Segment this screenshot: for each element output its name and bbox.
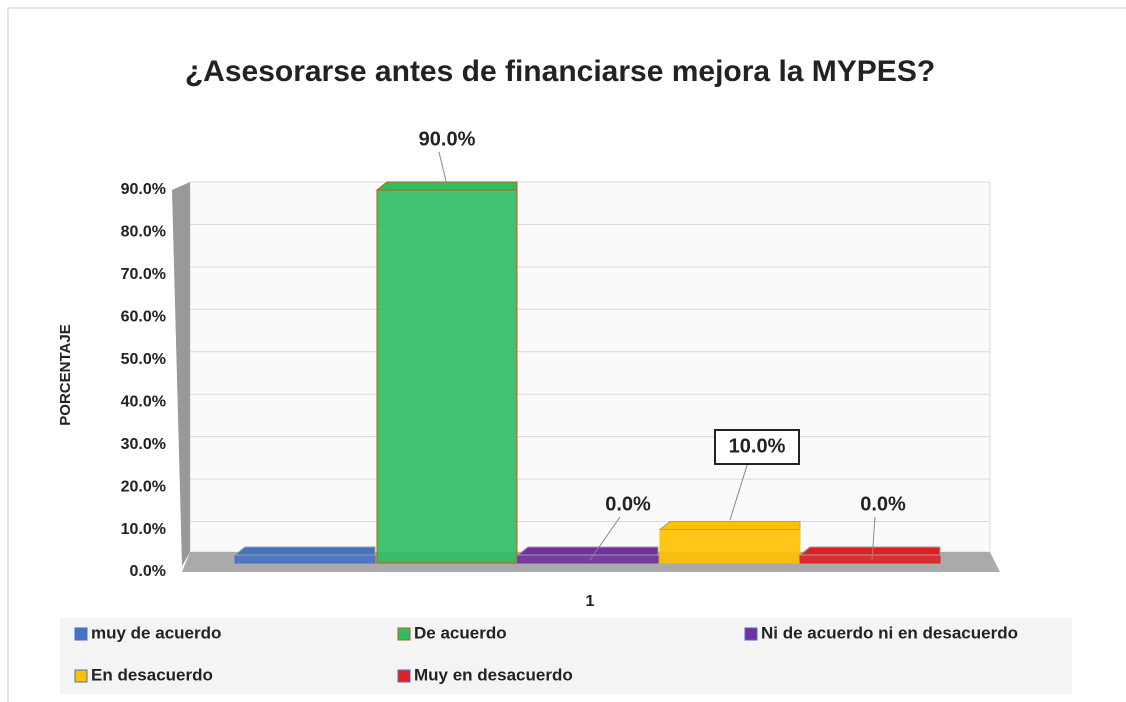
bar: [375, 181, 518, 564]
y-tick-label: 80.0%: [121, 224, 166, 241]
bar-face: [516, 546, 659, 556]
data-label: 10.0%: [729, 435, 786, 457]
legend-swatch: [74, 669, 88, 683]
y-tick-label: 50.0%: [121, 351, 166, 368]
bar-face: [234, 554, 376, 564]
legend-label: En desacuerdo: [91, 665, 213, 684]
leader-line: [589, 516, 621, 561]
bar-face: [376, 189, 518, 564]
y-tick-label: 70.0%: [121, 266, 166, 283]
legend-swatch: [397, 627, 411, 641]
x-tick-label: 1: [586, 593, 595, 610]
y-tick-label: 60.0%: [121, 309, 166, 326]
legend-swatch: [744, 627, 758, 641]
data-label: 0.0%: [860, 493, 906, 515]
side-wall: [172, 182, 190, 566]
y-tick-label: 40.0%: [121, 393, 166, 410]
y-tick-label: 30.0%: [121, 436, 166, 453]
y-axis-label: PORCENTAJE: [57, 324, 74, 425]
bar: [233, 546, 376, 564]
legend-label: De acuerdo: [414, 623, 507, 642]
legend-swatch: [74, 627, 88, 641]
bar-face: [659, 529, 801, 564]
leader-line: [438, 151, 448, 186]
legend-label: Muy en desacuerdo: [414, 665, 573, 684]
y-tick-label: 90.0%: [121, 181, 166, 198]
bar-face: [233, 546, 376, 556]
bar-face: [658, 521, 801, 531]
legend: [60, 618, 1072, 694]
chart-title: ¿Asesorarse antes de financiarse mejora …: [185, 55, 935, 88]
leader-line: [871, 516, 876, 561]
leader-line: [729, 458, 750, 521]
data-label: 0.0%: [605, 493, 651, 515]
bar-face: [798, 546, 941, 556]
legend-label: muy de acuerdo: [91, 623, 221, 642]
legend-label: Ni de acuerdo ni en desacuerdo: [761, 623, 1018, 642]
y-tick-label: 20.0%: [121, 478, 166, 495]
bar: [798, 546, 941, 564]
y-tick-label: 0.0%: [130, 563, 166, 580]
bar: [658, 521, 801, 564]
bar-face: [517, 554, 659, 564]
legend-swatch: [397, 669, 411, 683]
y-tick-label: 10.0%: [121, 521, 166, 538]
bar-face: [799, 554, 941, 564]
bar: [516, 546, 659, 564]
data-label: 90.0%: [419, 128, 476, 150]
label-box: [714, 429, 800, 465]
bar-face: [375, 181, 518, 191]
